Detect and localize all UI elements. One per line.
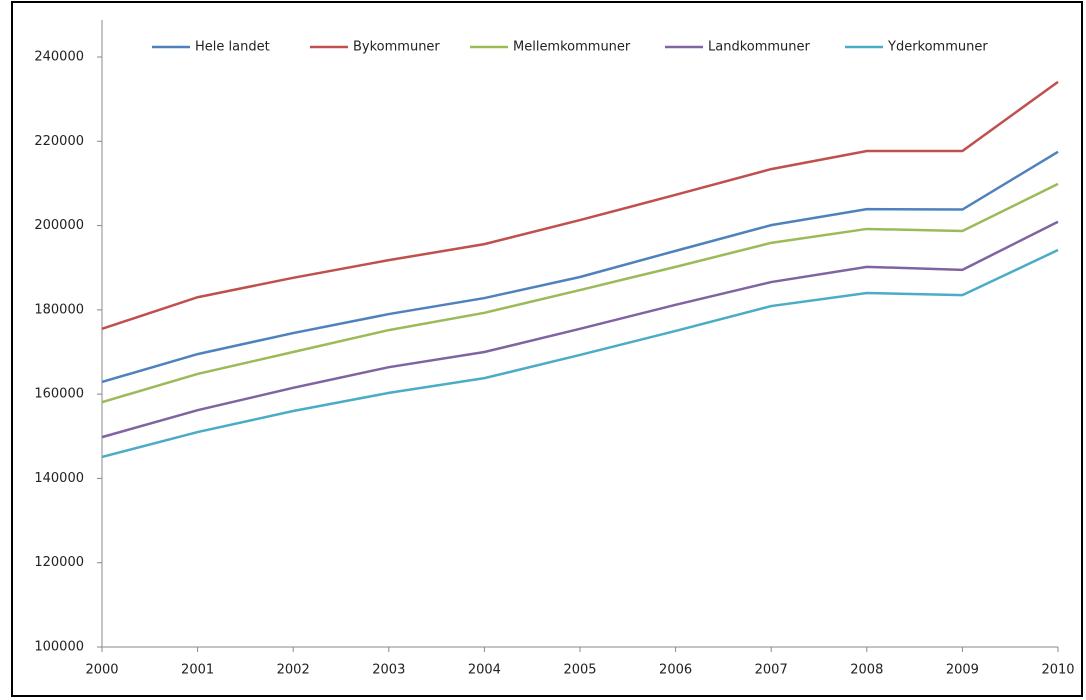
series-line <box>101 150 1059 384</box>
x-tick-label: 2002 <box>277 663 310 678</box>
series-line <box>101 182 1059 404</box>
x-tick-label: 2008 <box>850 663 883 678</box>
legend-label: Hele landet <box>195 40 270 55</box>
x-tick-label: 2010 <box>1041 663 1074 678</box>
x-tick-label: 2003 <box>372 663 405 678</box>
x-tick-label: 2001 <box>181 663 214 678</box>
x-tick-label: 2007 <box>755 663 788 678</box>
y-tick-label: 180000 <box>34 302 84 317</box>
legend-label: Bykommuner <box>353 40 440 55</box>
x-tick-label: 2004 <box>468 663 501 678</box>
y-tick-label: 140000 <box>34 471 84 486</box>
x-tick-label: 2000 <box>85 663 118 678</box>
y-tick-label: 160000 <box>34 387 84 402</box>
x-tick-label: 2005 <box>563 663 596 678</box>
x-tick-label: 2006 <box>659 663 692 678</box>
series-line <box>101 248 1059 459</box>
chart-frame <box>11 1 1083 697</box>
x-tick-label: 2009 <box>946 663 979 678</box>
y-tick-label: 200000 <box>34 218 84 233</box>
y-tick-label: 240000 <box>34 50 84 65</box>
y-tick-label: 220000 <box>34 134 84 149</box>
y-tick-label: 100000 <box>34 640 84 655</box>
legend-label: Yderkommuner <box>887 40 988 55</box>
legend-label: Mellemkommuner <box>513 40 631 55</box>
legend-label: Landkommuner <box>708 40 811 55</box>
y-tick-label: 120000 <box>34 555 84 570</box>
series-line <box>101 80 1059 331</box>
series-line <box>101 220 1059 439</box>
